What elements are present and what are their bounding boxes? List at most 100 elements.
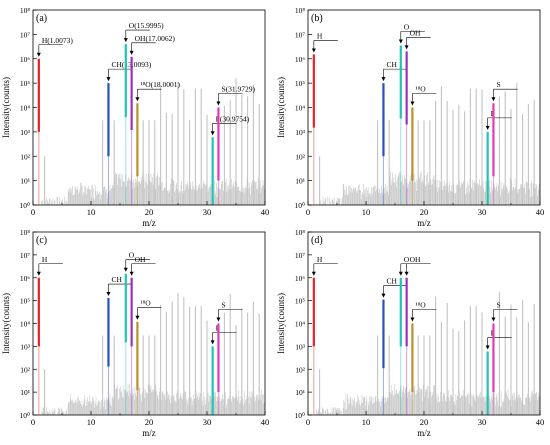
peak-label-4: ¹⁸O	[140, 299, 151, 308]
peak-arrow-head-2	[123, 267, 128, 272]
chart-panel-3: HCHOOH¹⁸OPS01020304010⁰10¹10²10³10⁴10⁵10…	[276, 228, 544, 438]
peak-arrow-head-4	[410, 317, 415, 322]
peak-label-0: H(1.0073)	[42, 36, 74, 45]
peak-arrow-head-3	[129, 271, 134, 276]
panel-label: (c)	[36, 235, 47, 246]
peak-label-2: O(15.9995)	[129, 21, 164, 30]
x-tick-label: 40	[536, 207, 545, 217]
peak-arrow-head-4	[135, 97, 140, 102]
y-axis-label: Intensity(counts)	[276, 77, 286, 138]
peak-arrow-head-5	[485, 125, 490, 130]
peak-label-4: ¹⁸O	[415, 85, 426, 94]
panel-label: (b)	[311, 13, 323, 24]
peak-arrow-head-1	[106, 292, 111, 297]
peak-arrow-head-2	[123, 38, 128, 43]
peak-arrow-head-0	[36, 271, 41, 276]
x-tick-label: 10	[362, 417, 371, 427]
y-tick-label: 10⁸	[20, 228, 31, 237]
peak-label-0: H	[317, 255, 323, 264]
y-tick-label: 10²	[295, 365, 306, 374]
peak-arrow-head-3	[129, 50, 134, 55]
peak-arrow-head-0	[311, 48, 316, 53]
background-spectrum	[41, 78, 265, 205]
x-tick-label: 0	[306, 207, 310, 217]
y-tick-label: 10⁵	[295, 297, 306, 306]
x-tick-label: 30	[478, 417, 487, 427]
x-axis-label: m/z	[142, 428, 156, 438]
y-tick-label: 10⁶	[20, 274, 31, 283]
y-tick-label: 10³	[20, 128, 31, 137]
y-tick-label: 10⁷	[295, 251, 306, 260]
peak-arrow-head-6	[491, 317, 496, 322]
peak-label-3: OH(17.0062)	[135, 34, 176, 43]
y-tick-label: 10⁸	[20, 6, 31, 15]
peak-arrow-head-3	[404, 271, 409, 276]
y-axis-label: Intensity(counts)	[1, 77, 11, 138]
y-tick-label: 10⁷	[20, 251, 31, 260]
x-tick-label: 40	[261, 417, 270, 427]
peak-label-6: S	[221, 301, 225, 310]
y-tick-label: 10¹	[20, 177, 30, 186]
x-tick-label: 20	[145, 207, 154, 217]
x-axis-label: m/z	[417, 218, 431, 228]
y-tick-label: 10²	[20, 365, 31, 374]
peak-label-4: ¹⁸O(18.0001)	[140, 80, 180, 89]
y-tick-label: 10⁰	[294, 411, 305, 420]
x-tick-label: 30	[203, 207, 212, 217]
y-tick-label: 10³	[295, 128, 306, 137]
peak-arrow-head-0	[311, 271, 316, 276]
y-tick-label: 10⁰	[19, 201, 30, 210]
peak-label-2: O	[129, 251, 135, 260]
y-tick-label: 10⁶	[295, 274, 306, 283]
x-tick-label: 40	[261, 207, 270, 217]
y-tick-label: 10⁶	[20, 55, 31, 64]
x-tick-label: 10	[362, 207, 371, 217]
y-axis-label: Intensity(counts)	[276, 293, 286, 354]
peak-label-6: S	[496, 80, 500, 89]
peak-label-5: P(30.9754)	[216, 114, 250, 123]
y-tick-label: 10⁵	[20, 79, 31, 88]
x-tick-label: 10	[87, 207, 96, 217]
y-tick-label: 10⁰	[19, 411, 30, 420]
x-tick-label: 0	[306, 417, 310, 427]
background-spectrum	[41, 292, 265, 415]
x-tick-label: 20	[420, 207, 429, 217]
peak-label-0: H	[42, 255, 48, 264]
x-axis-label: m/z	[417, 428, 431, 438]
peak-arrow-head-3	[404, 45, 409, 50]
y-tick-label: 10⁵	[295, 79, 306, 88]
x-tick-label: 30	[478, 207, 487, 217]
y-tick-label: 10²	[295, 152, 306, 161]
peak-arrow-head-5	[485, 345, 490, 350]
y-tick-label: 10¹	[20, 388, 30, 397]
peak-arrow-head-2	[398, 39, 403, 44]
peak-label-2: O	[404, 255, 410, 264]
peak-label-6: S	[496, 301, 500, 310]
x-tick-label: 40	[536, 417, 545, 427]
panel-label: (d)	[311, 235, 323, 246]
peak-arrow-head-6	[216, 101, 221, 106]
y-tick-label: 10⁸	[295, 6, 306, 15]
peak-arrow-head-4	[410, 101, 415, 106]
peak-arrow-head-2	[398, 271, 403, 276]
x-tick-label: 20	[145, 417, 154, 427]
y-tick-label: 10²	[20, 152, 31, 161]
y-tick-label: 10⁰	[294, 201, 305, 210]
y-tick-label: 10³	[295, 342, 306, 351]
chart-panel-1: HCHOOH¹⁸OPS01020304010⁰10¹10²10³10⁴10⁵10…	[276, 6, 544, 228]
x-axis-label: m/z	[142, 218, 156, 228]
y-tick-label: 10⁶	[295, 55, 306, 64]
x-tick-label: 30	[203, 417, 212, 427]
peak-label-3: OH	[410, 28, 421, 37]
y-axis-label: Intensity(counts)	[1, 293, 11, 354]
peak-arrow-head-1	[381, 77, 386, 82]
chart-panel-0: H(1.0073)CH(13.0093)O(15.9995)OH(17.0062…	[1, 6, 269, 228]
y-tick-label: 10⁴	[20, 320, 31, 329]
peak-label-2: O	[404, 22, 410, 31]
peak-arrow-head-5	[210, 340, 215, 345]
chart-panel-2: HCHOOH¹⁸OPS01020304010⁰10¹10²10³10⁴10⁵10…	[1, 228, 269, 438]
y-tick-label: 10⁴	[20, 104, 31, 113]
y-tick-label: 10¹	[295, 388, 305, 397]
peak-arrow-head-4	[135, 315, 140, 320]
